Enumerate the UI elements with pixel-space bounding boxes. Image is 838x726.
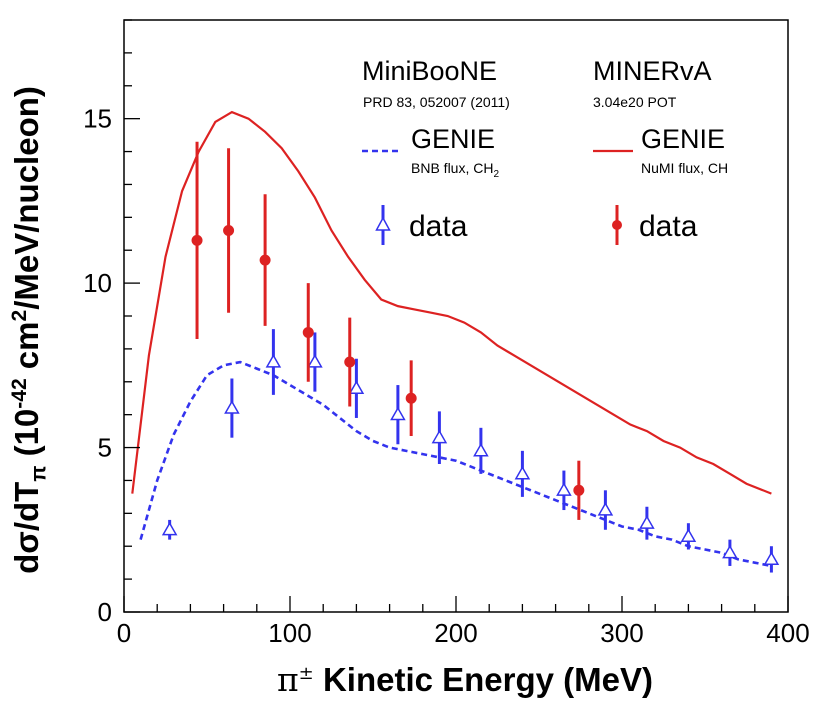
data-point-triangle: [473, 442, 489, 457]
y-tick-label: 5: [98, 433, 112, 463]
legend-miniboone-data-label: data: [409, 210, 468, 243]
data-point-circle: [344, 356, 356, 368]
legend-group-miniboone-reference: PRD 83, 052007 (2011): [363, 94, 510, 110]
x-tick-label: 100: [268, 618, 311, 648]
legend-group-minerva-reference: 3.04e20 POT: [593, 94, 677, 110]
legend-marks: [362, 149, 633, 245]
legend-group-minerva-title: MINERvA: [593, 56, 712, 86]
y-tick-label: 0: [98, 597, 112, 627]
data-point-circle: [573, 484, 585, 496]
legend-genie-bnb-label: GENIE: [411, 124, 496, 154]
data-point-triangle: [431, 429, 448, 444]
data-point-triangle: [307, 354, 323, 368]
data-point-circle: [191, 234, 203, 246]
x-tick-label: 200: [434, 618, 477, 648]
legend-genie-numi-label: GENIE: [641, 124, 726, 154]
data-point-circle: [223, 224, 235, 236]
data-point-triangle: [639, 515, 655, 529]
y-tick-label: 10: [83, 268, 112, 298]
data-point-triangle: [556, 482, 572, 496]
data-point-circle: [302, 326, 314, 338]
legend-miniboone-marker: [375, 216, 391, 231]
x-axis-title: π± Kinetic Energy (MeV): [276, 660, 654, 699]
series-line-1: [131, 110, 772, 495]
data-point-triangle: [597, 502, 614, 516]
x-tick-label: 0: [117, 618, 131, 648]
legend-minerva-marker: [612, 220, 622, 230]
data-point-triangle: [722, 544, 738, 559]
x-tick-label: 400: [766, 618, 809, 648]
data-point-triangle: [161, 521, 178, 536]
data-point-triangle: [390, 406, 406, 421]
data-point-circle: [405, 392, 417, 404]
data-point-triangle: [265, 354, 282, 368]
data-point-triangle: [348, 380, 365, 394]
axes: 0 100 200 300 400 0 5 10 15: [83, 19, 810, 648]
series-line-0: [139, 360, 772, 568]
data-point-circle: [259, 254, 271, 266]
series-layer: [131, 110, 780, 573]
data-point-triangle: [763, 551, 780, 566]
legend-minerva-data-label: data: [639, 210, 698, 243]
y-tick-label: 15: [83, 104, 112, 134]
data-point-triangle: [514, 465, 531, 480]
legend-group-miniboone-title: MiniBooNE: [362, 56, 498, 86]
legend-genie-bnb-note: BNB flux, CH2: [411, 160, 500, 180]
data-point-triangle: [680, 528, 697, 542]
x-tick-label: 300: [600, 618, 643, 648]
data-point-triangle: [224, 400, 240, 414]
y-axis-title: dσ/dTπ (10-42 cm2/MeV/nucleon): [8, 86, 51, 574]
legend-genie-numi-note: NuMI flux, CH: [641, 160, 729, 176]
